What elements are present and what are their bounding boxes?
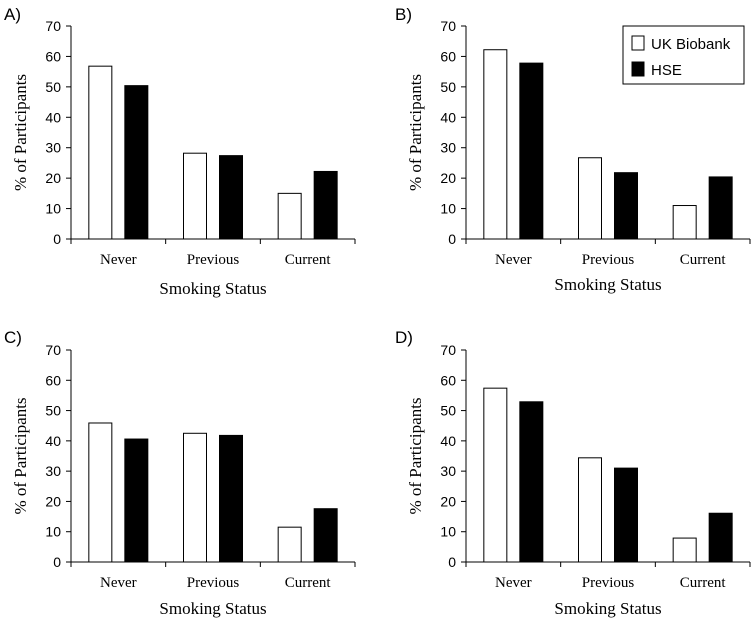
y-tick-label: 0 (53, 554, 61, 570)
chart-panel-3: C) 0 10 20 30 40 50 60 70 Never Previous Current Smo… (4, 328, 356, 618)
legend-label: UK Biobank (651, 36, 731, 53)
y-tick-label: 30 (440, 463, 456, 479)
y-tick-label: 20 (440, 170, 456, 186)
y-tick-label: 20 (440, 493, 456, 509)
x-category-label: Previous (187, 575, 240, 591)
legend-swatch (631, 35, 645, 51)
bar-uk-biobank-current (672, 537, 697, 563)
panel-label: D) (395, 328, 413, 347)
x-category-label: Never (100, 252, 137, 268)
panel-label: C) (4, 328, 22, 347)
x-axis-title: Smoking Status (159, 279, 266, 298)
y-tick-label: 10 (440, 524, 456, 540)
y-tick-label: 10 (45, 201, 61, 217)
bar-hse-never (124, 85, 149, 240)
y-tick-label: 50 (45, 79, 61, 95)
x-category-label: Current (680, 252, 727, 268)
bar-hse-never (519, 401, 544, 563)
x-category-label: Current (285, 575, 332, 591)
y-tick-label: 30 (440, 140, 456, 156)
y-tick-label: 60 (45, 48, 61, 64)
bar-uk-biobank-previous (183, 152, 207, 240)
y-tick-label: 60 (440, 48, 456, 64)
bar-hse-previous (614, 467, 638, 563)
legend-swatch (631, 61, 645, 77)
y-tick-label: 60 (45, 372, 61, 388)
y-tick-label: 50 (440, 403, 456, 419)
bar-uk-biobank-previous (183, 432, 207, 563)
bar-uk-biobank-never (88, 65, 113, 240)
bar-uk-biobank-never (88, 422, 113, 563)
y-tick-label: 70 (45, 18, 61, 34)
chart-panel-2: B) 0 10 20 30 40 50 60 70 Never Previous Current Smo… (395, 5, 751, 294)
x-category-label: Current (680, 575, 727, 591)
y-tick-label: 20 (45, 170, 61, 186)
y-tick-label: 60 (440, 372, 456, 388)
bar-hse-previous (219, 434, 243, 563)
bar-hse-current (313, 170, 338, 240)
y-tick-label: 40 (440, 109, 456, 125)
bar-hse-current (708, 176, 733, 240)
y-tick-label: 30 (45, 463, 61, 479)
legend: UK Biobank HSE (622, 25, 745, 85)
bar-hse-never (124, 438, 149, 563)
y-tick-label: 40 (45, 109, 61, 125)
x-category-label: Previous (187, 252, 240, 268)
y-axis-title: % of Participants (11, 74, 30, 191)
bar-hse-previous (219, 155, 243, 240)
bar-uk-biobank-current (277, 192, 302, 240)
bar-uk-biobank-previous (578, 457, 602, 563)
x-axis-title: Smoking Status (554, 275, 661, 294)
y-tick-label: 50 (440, 79, 456, 95)
y-tick-label: 40 (440, 433, 456, 449)
y-axis-title: % of Participants (11, 397, 30, 514)
y-tick-label: 50 (45, 403, 61, 419)
x-category-label: Current (285, 252, 332, 268)
x-category-label: Previous (582, 252, 635, 268)
y-tick-label: 40 (45, 433, 61, 449)
bar-uk-biobank-never (483, 49, 508, 240)
y-tick-label: 10 (440, 201, 456, 217)
bar-hse-never (519, 62, 544, 240)
y-tick-label: 0 (448, 231, 456, 247)
bar-hse-current (708, 512, 733, 563)
x-category-label: Previous (582, 575, 635, 591)
y-axis-title: % of Participants (406, 74, 425, 191)
bar-hse-previous (614, 172, 638, 240)
y-tick-label: 0 (448, 554, 456, 570)
x-axis-title: Smoking Status (159, 599, 266, 618)
x-axis-title: Smoking Status (554, 599, 661, 618)
chart-panel-1: A) 0 10 20 30 40 50 60 70 Never Previous Current Smo… (4, 5, 356, 298)
y-tick-label: 30 (45, 140, 61, 156)
legend-label: HSE (651, 62, 682, 79)
panel-label: B) (395, 5, 412, 24)
y-tick-label: 0 (53, 231, 61, 247)
y-tick-label: 70 (45, 342, 61, 358)
y-tick-label: 10 (45, 524, 61, 540)
y-tick-label: 70 (440, 18, 456, 34)
x-category-label: Never (495, 575, 532, 591)
bar-uk-biobank-never (483, 387, 508, 563)
bar-uk-biobank-current (672, 205, 697, 240)
y-axis-title: % of Participants (406, 397, 425, 514)
x-category-label: Never (100, 575, 137, 591)
bar-uk-biobank-previous (578, 157, 602, 240)
x-category-label: Never (495, 252, 532, 268)
y-tick-label: 20 (45, 493, 61, 509)
panel-label: A) (4, 5, 21, 24)
chart-panel-4: D) 0 10 20 30 40 50 60 70 Never Previous Current Smo… (395, 328, 751, 618)
bar-uk-biobank-current (277, 526, 302, 563)
y-tick-label: 70 (440, 342, 456, 358)
bar-hse-current (313, 508, 338, 563)
